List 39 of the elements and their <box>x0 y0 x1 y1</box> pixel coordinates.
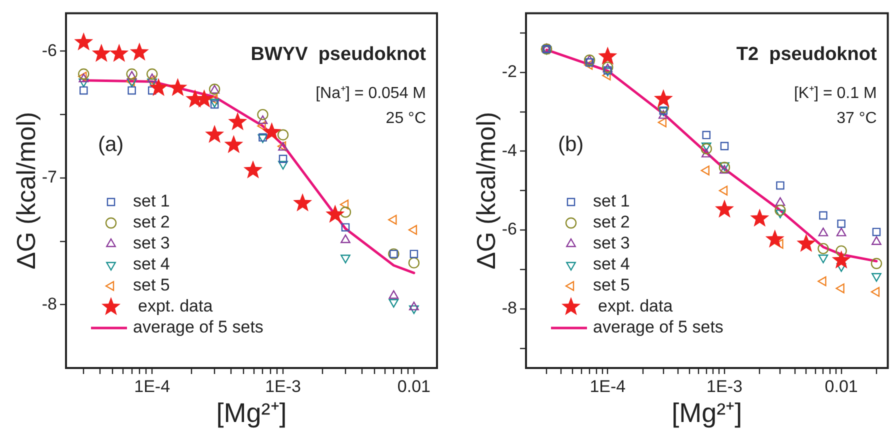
legend-label: set 1 <box>593 192 630 211</box>
legend-label: average of 5 sets <box>593 318 724 337</box>
legend-label: average of 5 sets <box>133 318 264 337</box>
x-tick-label: 1E-3 <box>265 376 301 396</box>
legend-label: set 1 <box>133 192 170 211</box>
annotation: (a) <box>98 133 124 156</box>
y-axis-title: ΔG (kcal/mol) <box>471 112 502 270</box>
legend-label: expt. data <box>598 296 674 316</box>
text: BWYV pseudoknot <box>250 44 427 66</box>
annotation: [Na⁺] = 0.054 M <box>316 85 426 102</box>
y-tick-label: -6 <box>502 220 517 239</box>
annotation: (b) <box>558 133 584 156</box>
y-tick-label: -7 <box>42 168 57 187</box>
legend-label: set 2 <box>593 212 630 232</box>
x-tick-label: 0.01 <box>397 376 430 396</box>
y-tick-label: -6 <box>42 40 57 60</box>
y-tick-label: -4 <box>502 140 517 160</box>
legend-label: set 4 <box>593 254 630 274</box>
annotation: 37 °C <box>836 110 877 128</box>
x-axis-title: [Mg²⁺] <box>216 398 287 428</box>
x-tick-label: 1E-4 <box>134 376 170 396</box>
legend-label: set 5 <box>593 276 630 295</box>
text: T2 pseudoknot <box>736 44 878 66</box>
legend-label: expt. data <box>138 296 214 316</box>
x-tick-label: 1E-3 <box>706 376 742 396</box>
legend-label: set 5 <box>133 276 170 295</box>
y-tick-label: -8 <box>42 294 57 314</box>
y-tick-label: -2 <box>502 62 517 82</box>
annotation: [K⁺] = 0.1 M <box>794 85 877 102</box>
y-tick-label: -8 <box>502 298 517 318</box>
legend-label: set 4 <box>133 254 170 274</box>
annotation: 25 °C <box>386 110 426 128</box>
y-axis-title: ΔG (kcal/mol) <box>11 112 42 270</box>
legend-label: set 2 <box>133 212 170 232</box>
x-tick-label: 1E-4 <box>590 376 626 396</box>
legend-label: set 3 <box>133 234 170 253</box>
legend-label: set 3 <box>593 234 630 253</box>
x-tick-label: 0.01 <box>824 376 858 396</box>
x-axis-title: [Mg²⁺] <box>672 398 742 428</box>
